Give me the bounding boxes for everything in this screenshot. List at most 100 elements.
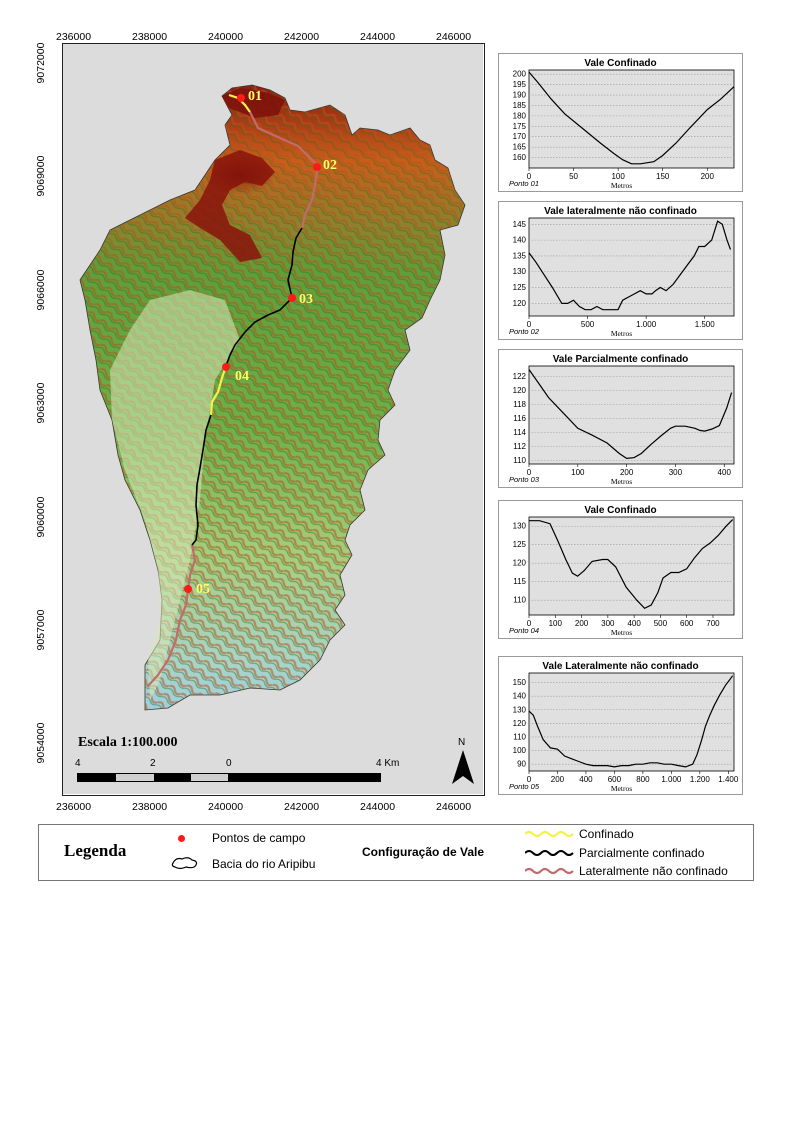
y-tick-label: 90: [517, 760, 526, 769]
profile-point-label: Ponto 04: [509, 626, 539, 635]
basin-map: [63, 44, 483, 794]
y-tick-label: 110: [513, 596, 526, 605]
profile-panel-1: Vale Confinado 200 195 190 185 180 175 170 165 16…: [498, 53, 743, 192]
y-tick-label: 125: [513, 283, 527, 292]
profile-title: Vale lateralmente não confinado: [544, 206, 697, 217]
point-label-01: 01: [248, 89, 262, 104]
map-ytick: 9060000: [35, 496, 47, 538]
legend-basin-label: Bacia do rio Aripibu: [212, 857, 316, 871]
x-tick-label: 0: [527, 775, 532, 784]
y-tick-label: 160: [513, 153, 527, 162]
x-tick-label: 600: [680, 619, 694, 628]
map-xtick: 240000: [208, 31, 244, 43]
profile-line: [528, 369, 733, 460]
y-tick-label: 115: [513, 577, 526, 586]
map-ytick: 9054000: [35, 722, 47, 764]
x-tick-label: 0: [527, 320, 532, 329]
y-tick-label: 130: [513, 267, 527, 276]
map-xtick: 238000: [132, 31, 168, 43]
y-tick-label: 110: [513, 732, 526, 741]
map-ytick: 9069000: [35, 155, 47, 197]
map-xtick: 244000: [360, 801, 396, 813]
profile-xlabel: Metros: [611, 628, 632, 637]
legend-lateralmente-label: Lateralmente não confinado: [579, 864, 728, 878]
field-point-01: [237, 94, 245, 102]
x-tick-label: 700: [706, 619, 720, 628]
profile-chart: Vale lateralmente não confinado 145 140 135…: [509, 206, 735, 338]
profile-line: [528, 675, 734, 768]
profile-point-label: Ponto 01: [509, 179, 539, 188]
x-tick-label: 0: [527, 172, 532, 181]
map-xtick: 246000: [436, 31, 472, 43]
x-tick-label: 300: [669, 468, 683, 477]
scale-tick: 0: [226, 758, 232, 769]
map-ytick: 9072000: [35, 42, 47, 84]
map-ytick: 9057000: [35, 609, 47, 651]
legend-point-icon: [178, 835, 185, 842]
legend-confinado-icon: [525, 830, 574, 838]
x-tick-label: 200: [620, 468, 634, 477]
profile-title: Vale Lateralmente não confinado: [542, 661, 698, 672]
plot-area: [528, 217, 735, 317]
legend-title: Legenda: [64, 841, 127, 860]
river-parcialmente: [191, 227, 303, 546]
y-tick-label: 175: [513, 122, 527, 131]
scale-tick: 2: [150, 758, 156, 769]
x-tick-label: 400: [627, 619, 641, 628]
y-tick-label: 130: [513, 705, 527, 714]
y-tick-label: 118: [513, 400, 526, 409]
map-ytick: 9066000: [35, 269, 47, 311]
y-tick-label: 120: [513, 299, 527, 308]
x-tick-label: 50: [569, 172, 578, 181]
point-label-02: 02: [323, 158, 337, 173]
legend-config-title: Configuração de Vale: [362, 845, 485, 859]
y-tick-label: 130: [513, 522, 527, 531]
profile-line: [528, 220, 732, 311]
x-tick-label: 500: [581, 320, 595, 329]
y-tick-label: 150: [513, 678, 527, 687]
y-tick-label: 120: [513, 386, 527, 395]
legend-points-label: Pontos de campo: [212, 831, 306, 845]
legend-box: [38, 824, 754, 881]
y-tick-label: 170: [513, 132, 527, 141]
field-point-05: [184, 585, 192, 593]
map-xtick: 236000: [56, 31, 92, 43]
y-tick-label: 200: [513, 70, 527, 79]
field-point-04: [222, 363, 230, 371]
scale-tick: 4: [75, 758, 81, 769]
river-lateralmente: [147, 111, 320, 687]
map-xtick: 242000: [284, 801, 320, 813]
point-label-05: 05: [196, 582, 210, 597]
x-tick-label: 150: [656, 172, 670, 181]
legend-basin-icon: [171, 857, 198, 870]
y-tick-label: 122: [513, 372, 527, 381]
x-tick-label: 200: [551, 775, 565, 784]
profile-xlabel: Metros: [611, 477, 632, 486]
profile-chart: Vale Confinado20019519018518017517016516…: [509, 58, 735, 190]
profile-title: Vale Confinado: [584, 58, 656, 69]
profile-line: [529, 519, 734, 610]
profile-chart: Vale Confinado 130 125 120 115 110 0 100 200 300 4…: [509, 505, 735, 637]
profile-point-label: Ponto 02: [509, 327, 540, 336]
north-label: N: [458, 737, 466, 748]
y-tick-label: 190: [513, 91, 527, 100]
field-point-03: [288, 294, 296, 302]
profile-panel-2: Vale lateralmente não confinado 145 140 135…: [498, 201, 743, 340]
map-xtick: 246000: [436, 801, 472, 813]
x-tick-label: 1.000: [661, 775, 682, 784]
y-tick-label: 116: [513, 414, 526, 423]
y-tick-label: 125: [513, 540, 527, 549]
profile-panel-3: Vale Parcialmente confinado 122 120 118 116 1…: [498, 349, 743, 488]
map-xtick: 242000: [284, 31, 320, 43]
plot-area: [528, 672, 735, 772]
map-xtick: 238000: [132, 801, 168, 813]
field-point-02: [313, 163, 321, 171]
x-tick-label: 1.400: [718, 775, 739, 784]
x-tick-label: 200: [575, 619, 589, 628]
point-label-04: 04: [235, 369, 249, 384]
profile-panel-5: Vale Lateralmente não confinado 150 140 130…: [498, 656, 743, 795]
profile-xlabel: Metros: [611, 784, 632, 793]
x-tick-label: 300: [601, 619, 615, 628]
y-tick-label: 135: [513, 251, 527, 260]
profile-chart: Vale Lateralmente não confinado 150 140 130…: [509, 661, 739, 793]
